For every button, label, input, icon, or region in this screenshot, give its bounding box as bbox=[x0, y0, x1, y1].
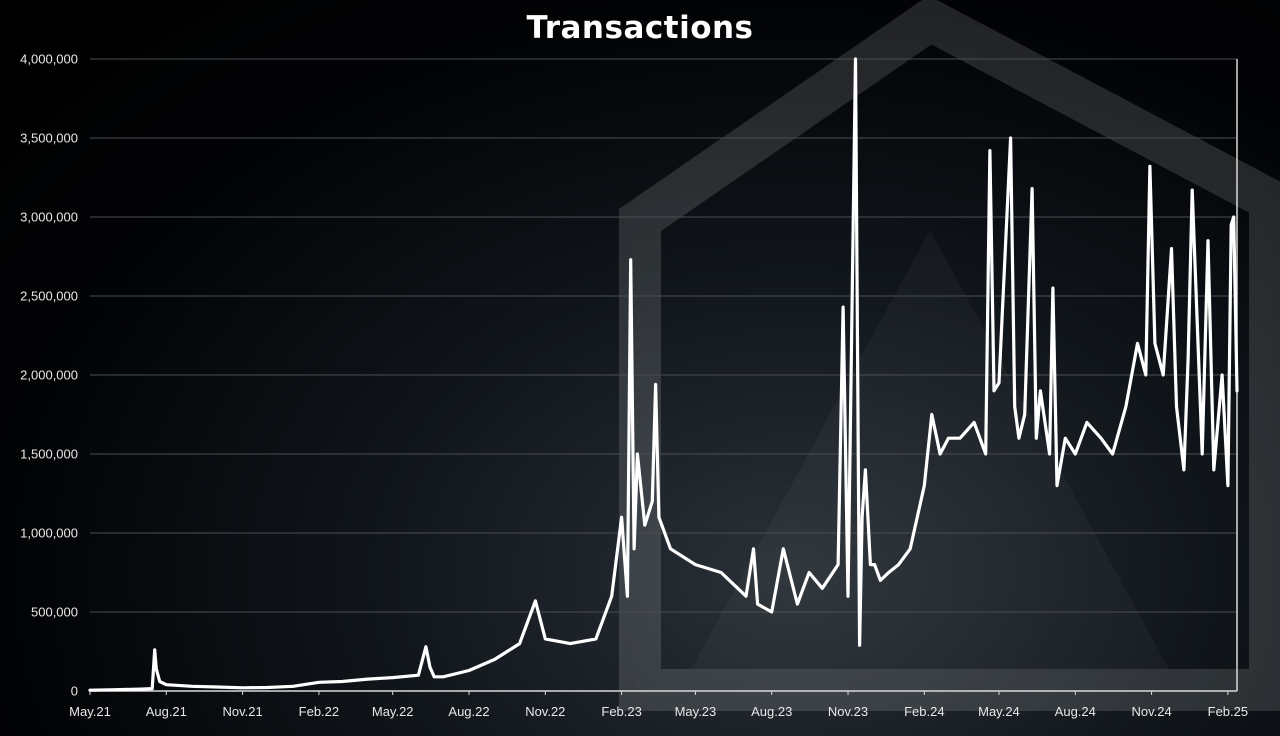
x-tick-label: May.21 bbox=[69, 704, 111, 719]
x-tick-label: May.22 bbox=[372, 704, 414, 719]
x-tick-label: Aug.24 bbox=[1055, 704, 1096, 719]
series-line-0 bbox=[88, 57, 1239, 692]
x-tick-label: Feb.22 bbox=[299, 704, 339, 719]
y-tick-label: 4,000,000 bbox=[20, 52, 78, 67]
x-tick-label: Aug.22 bbox=[448, 704, 489, 719]
x-tick-label: Nov.23 bbox=[828, 704, 868, 719]
x-tick-label: May.24 bbox=[978, 704, 1020, 719]
y-tick-label: 1,500,000 bbox=[20, 447, 78, 462]
x-tick-label: Nov.21 bbox=[222, 704, 262, 719]
y-tick-label: 2,500,000 bbox=[20, 289, 78, 304]
y-tick-label: 3,000,000 bbox=[20, 210, 78, 225]
x-tick-label: Feb.25 bbox=[1208, 704, 1248, 719]
x-tick-label: Feb.23 bbox=[601, 704, 641, 719]
x-axis-ticks: May.21 Aug.21 Nov.21 Feb.22 May.22 Aug.22 Nov.… bbox=[69, 691, 1248, 719]
x-tick-label: Nov.24 bbox=[1131, 704, 1171, 719]
series-layer bbox=[88, 57, 1239, 692]
y-tick-label: 0 bbox=[71, 684, 78, 699]
chart-title: Transactions bbox=[526, 10, 754, 46]
y-tick-label: 2,000,000 bbox=[20, 368, 78, 383]
x-tick-label: Aug.21 bbox=[146, 704, 187, 719]
x-tick-label: Feb.24 bbox=[904, 704, 944, 719]
y-axis-ticks: 0 500,000 1,000,000 1,500,000 2,000,000 2,500… bbox=[20, 52, 78, 699]
x-tick-label: Aug.23 bbox=[751, 704, 792, 719]
x-tick-label: May.23 bbox=[675, 704, 717, 719]
x-tick-label: Nov.22 bbox=[525, 704, 565, 719]
y-tick-label: 3,500,000 bbox=[20, 131, 78, 146]
y-tick-label: 1,000,000 bbox=[20, 526, 78, 541]
y-tick-label: 500,000 bbox=[31, 605, 78, 620]
